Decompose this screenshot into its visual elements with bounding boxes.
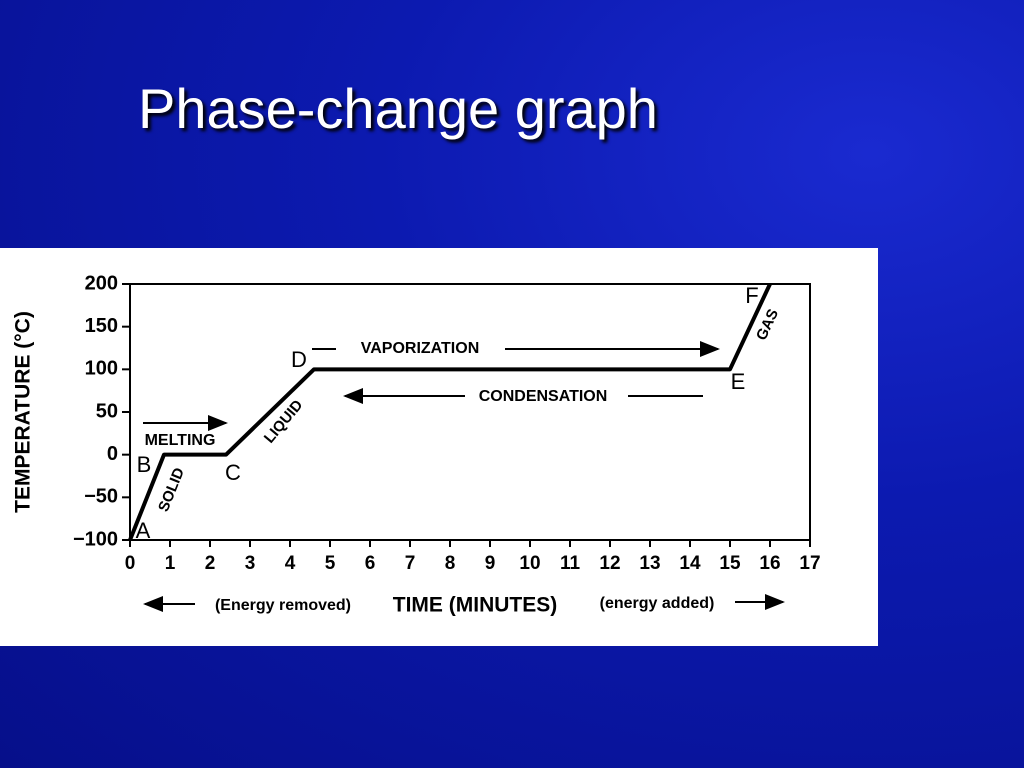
annotation: (Energy removed) [215,597,351,614]
x-tick-label: 5 [325,553,336,574]
arrows [143,341,785,612]
y-tick-label: −50 [84,486,118,508]
x-tick-label: 12 [599,553,620,574]
annotation: LIQUID [261,397,307,447]
x-tick-label: 9 [485,553,496,574]
point-label: A [136,518,151,543]
x-tick-label: 17 [799,553,820,574]
x-tick-label: 8 [445,553,456,574]
temperature-line [128,283,772,541]
point-label: B [137,452,152,477]
annotation: SOLID [155,465,188,514]
x-tick-label: 0 [125,553,136,574]
annotation: MELTING [145,432,216,449]
x-tick-label: 11 [560,553,581,574]
y-tick-label: 0 [107,443,118,465]
annotation: CONDENSATION [479,388,608,405]
x-tick-label: 15 [719,553,741,574]
x-axis-label: TIME (MINUTES) [393,594,557,617]
x-tick-label: 13 [639,553,660,574]
y-tick-label: 100 [85,358,118,380]
y-tick-label: 200 [85,272,118,294]
y-tick-label: −100 [73,528,118,550]
x-tick-label: 16 [759,553,780,574]
x-tick-label: 2 [205,553,216,574]
y-tick-label: 150 [85,315,118,337]
plot-frame [129,283,811,541]
x-tick-label: 3 [245,553,256,574]
x-tick-label: 7 [405,553,416,574]
point-label: E [731,369,746,394]
point-label: F [745,283,758,308]
x-tick-label: 6 [365,553,376,574]
point-label: C [225,460,241,485]
y-tick-label: 50 [96,400,118,422]
x-tick-label: 1 [165,553,176,574]
annotation: (energy added) [600,595,715,612]
annotation: VAPORIZATION [361,340,480,357]
y-axis-label: TEMPERATURE (°C) [12,311,35,513]
x-tick-label: 14 [679,553,701,574]
x-tick-label: 10 [519,553,540,574]
slide-title: Phase-change graph [138,77,658,140]
point-label: D [291,347,307,372]
x-tick-label: 4 [285,553,296,574]
